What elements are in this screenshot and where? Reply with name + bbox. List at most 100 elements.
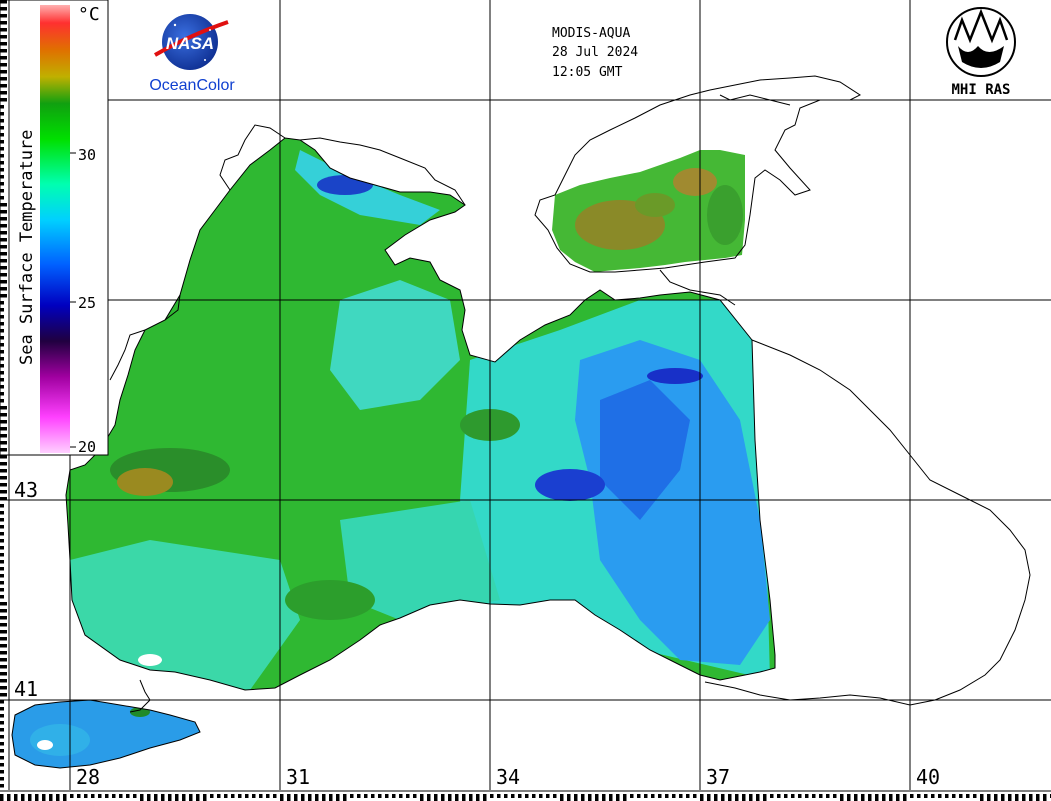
scale-tick (462, 794, 466, 801)
coastlines (11, 75, 1031, 769)
scale-tick (917, 794, 921, 798)
scale-tick (0, 595, 4, 599)
scale-tick (98, 794, 102, 798)
lon-label-40: 40 (916, 765, 940, 789)
scale-tick (469, 794, 473, 801)
scale-tick (882, 794, 886, 801)
scale-tick (434, 794, 438, 801)
scale-tick (42, 794, 46, 801)
scale-tick (0, 448, 7, 452)
scale-tick (0, 378, 4, 382)
scale-tick (0, 588, 4, 592)
scale-tick (644, 794, 648, 798)
scale-tick (231, 794, 235, 798)
scale-tick (0, 651, 7, 655)
scale-tick (0, 154, 4, 158)
scale-tick (399, 794, 403, 798)
scale-tick (0, 84, 7, 88)
scale-tick (0, 49, 7, 53)
scale-tick (0, 420, 7, 424)
scale-tick (658, 794, 662, 798)
scale-tick (427, 794, 431, 801)
scale-tick (0, 686, 7, 690)
scale-tick (924, 794, 928, 798)
scale-tick (49, 794, 53, 801)
scale-tick (168, 794, 172, 801)
scale-tick (686, 794, 690, 798)
scale-tick (259, 794, 263, 798)
scale-tick (546, 794, 550, 798)
scale-tick (973, 794, 977, 798)
scale-tick (273, 794, 277, 798)
scale-tick (987, 794, 991, 801)
scale-tick (0, 7, 7, 11)
scale-tick (0, 385, 4, 389)
scale-tick (322, 794, 326, 801)
header: MODIS-AQUA 28 Jul 2024 12:05 GMT (552, 26, 638, 80)
scale-tick (0, 231, 7, 235)
scale-tick (161, 794, 165, 801)
scale-tick (742, 794, 746, 801)
scale-tick (651, 794, 655, 798)
legend-unit: °C (78, 4, 100, 25)
scale-tick (630, 794, 634, 798)
scale-tick (0, 700, 4, 704)
scale-tick (966, 794, 970, 798)
lon-label-37: 37 (706, 765, 730, 789)
scale-tick (0, 245, 7, 249)
scale-tick (602, 794, 606, 801)
scale-tick (448, 794, 452, 801)
scale-tick (0, 532, 4, 536)
scale-tick (833, 794, 837, 798)
scale-tick (903, 794, 907, 801)
scale-tick (0, 161, 4, 165)
scale-tick (308, 794, 312, 801)
lon-label-28: 28 (76, 765, 100, 789)
scale-tick (63, 794, 67, 801)
scale-tick (0, 35, 7, 39)
scale-tick (266, 794, 270, 798)
scale-tick (0, 308, 4, 312)
lat-label-41: 41 (14, 677, 38, 701)
scale-tick (959, 794, 963, 798)
scale-tick (441, 794, 445, 801)
scale-tick (0, 105, 4, 109)
scale-tick (665, 794, 669, 798)
scale-tick (539, 794, 543, 798)
scale-tick (287, 794, 291, 801)
scale-tick (182, 794, 186, 801)
scale-tick (0, 357, 4, 361)
scale-tick (1022, 794, 1026, 801)
scale-tick (0, 91, 7, 95)
scale-tick (0, 175, 4, 179)
scale-tick (0, 770, 4, 774)
scale-tick (0, 497, 7, 501)
scale-tick (0, 224, 7, 228)
scale-tick (0, 147, 4, 151)
scale-tick (525, 794, 529, 798)
scale-tick (0, 189, 4, 193)
scale-tick (455, 794, 459, 801)
nasa-logo: NASA (154, 14, 229, 70)
scale-tick (14, 794, 18, 801)
scale-tick (896, 794, 900, 801)
scale-tick (364, 794, 368, 798)
scale-tick (0, 469, 7, 473)
scale-tick (0, 280, 7, 284)
scale-tick (0, 693, 7, 697)
scale-tick (245, 794, 249, 798)
scale-tick (0, 721, 4, 725)
scale-tick (952, 794, 956, 798)
scale-tick (679, 794, 683, 798)
scale-tick (574, 794, 578, 801)
scale-tick (770, 794, 774, 798)
scale-tick (0, 371, 4, 375)
scale-tick (854, 794, 858, 801)
scale-tick (0, 672, 7, 676)
lat-label-43: 43 (14, 478, 38, 502)
scale-tick (0, 777, 4, 781)
scale-tick (1008, 794, 1012, 801)
scale-tick (77, 794, 81, 798)
scale-tick (609, 794, 613, 801)
